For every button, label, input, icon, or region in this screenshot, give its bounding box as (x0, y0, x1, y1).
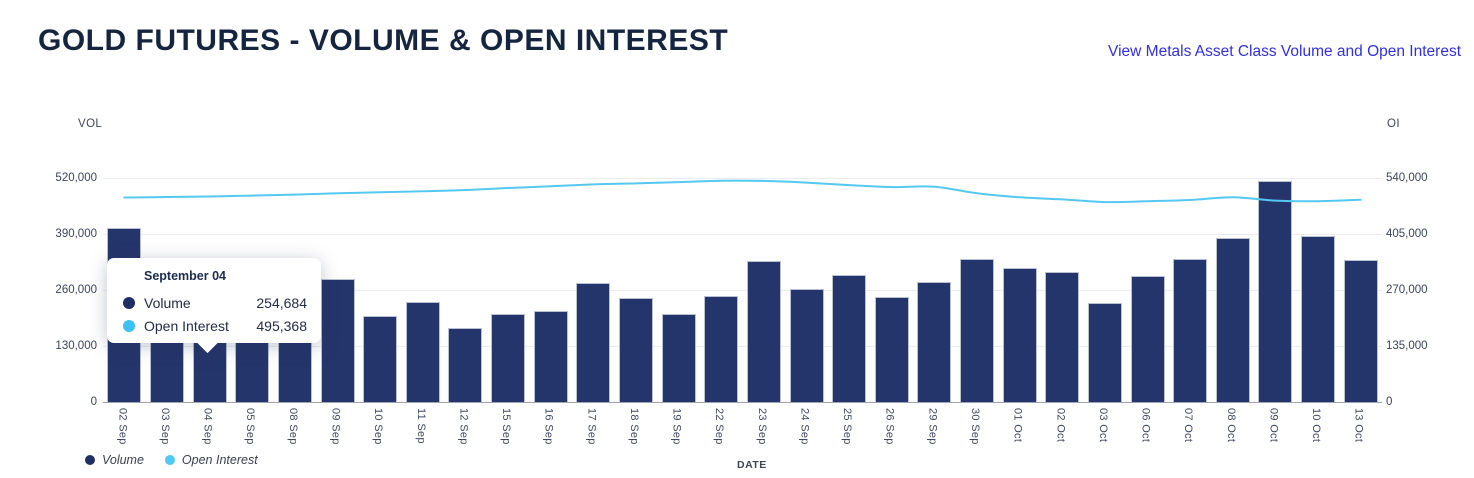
tooltip-title: September 04 (144, 269, 226, 283)
x-axis-label: 13 Oct (1352, 408, 1365, 443)
gridline (103, 178, 1382, 179)
chart-legend: Volume Open Interest (85, 453, 258, 467)
volume-bar[interactable] (1343, 259, 1378, 402)
volume-dot-icon (123, 296, 135, 309)
right-axis-tick: 135,000 (1386, 340, 1428, 352)
right-axis-title: OI (1387, 118, 1400, 130)
x-axis-label: 01 Oct (1011, 408, 1024, 443)
tooltip-open-interest-label: Open Interest (144, 317, 229, 334)
x-axis-label: 24 Sep (798, 408, 811, 445)
x-axis-label: 06 Oct (1139, 408, 1152, 443)
volume-bar[interactable] (1301, 235, 1335, 402)
x-axis-line (103, 402, 1382, 403)
left-axis-tick: 130,000 (55, 340, 97, 352)
gridline (103, 346, 1382, 347)
volume-bar[interactable] (1258, 181, 1293, 402)
x-axis-label: 02 Oct (1054, 408, 1067, 443)
volume-bar[interactable] (1087, 303, 1122, 402)
x-axis-label: 03 Oct (1096, 408, 1109, 443)
x-axis-label: 04 Sep (201, 408, 214, 445)
x-axis-label: 29 Sep (926, 408, 939, 445)
x-axis-label: 23 Sep (755, 408, 768, 445)
open-interest-dot-icon (123, 319, 135, 332)
left-axis-tick: 520,000 (55, 172, 97, 184)
gridline (103, 234, 1382, 235)
right-axis-tick: 540,000 (1386, 172, 1428, 184)
tooltip-row-open-interest: Open Interest 495,368 (123, 314, 307, 337)
tooltip-row-volume: Volume 254,684 (123, 291, 307, 314)
volume-bar[interactable] (576, 283, 611, 402)
left-axis-tick: 0 (90, 396, 97, 408)
x-axis-label: 19 Sep (670, 408, 683, 445)
volume-bar[interactable] (1215, 238, 1250, 402)
legend-item-open-interest[interactable]: Open Interest (164, 453, 258, 467)
volume-bar[interactable] (448, 327, 483, 402)
x-axis-label: 16 Sep (542, 408, 555, 445)
volume-bar[interactable] (789, 289, 824, 402)
x-axis-label: 08 Oct (1224, 408, 1237, 443)
x-axis-label: 10 Oct (1310, 408, 1322, 443)
x-axis-label: 26 Sep (883, 408, 896, 445)
x-axis-label: 09 Sep (329, 408, 342, 445)
left-axis-title: VOL (78, 118, 103, 130)
x-axis-label: 17 Sep (585, 408, 598, 445)
volume-bar[interactable] (661, 314, 696, 402)
volume-legend-dot-icon (85, 455, 95, 465)
x-axis-label: 09 Oct (1267, 408, 1280, 443)
right-axis-tick: 405,000 (1386, 228, 1428, 240)
volume-bar[interactable] (491, 313, 525, 402)
volume-bar[interactable] (1002, 268, 1037, 402)
volume-bar[interactable] (405, 301, 440, 402)
legend-open-interest-label: Open Interest (181, 453, 258, 467)
volume-bar[interactable] (917, 281, 952, 402)
volume-bar[interactable] (1173, 259, 1208, 402)
tooltip-volume-value: 254,684 (256, 294, 307, 311)
x-axis-label: 12 Sep (457, 408, 470, 445)
gridline (103, 290, 1382, 291)
volume-bar[interactable] (874, 296, 909, 402)
metals-asset-class-link[interactable]: View Metals Asset Class Volume and Open … (1108, 43, 1461, 60)
volume-bar[interactable] (832, 274, 867, 402)
volume-bar[interactable] (533, 311, 568, 402)
x-axis-label: 18 Sep (627, 408, 640, 445)
x-axis-label: 10 Sep (372, 408, 385, 445)
tooltip-volume-label: Volume (144, 294, 191, 311)
volume-bar[interactable] (1045, 272, 1080, 402)
open-interest-legend-dot-icon (164, 455, 175, 465)
chart-tooltip: September 04 Volume 254,684 Open Interes… (107, 258, 321, 354)
x-axis-label: 03 Sep (158, 408, 171, 445)
volume-bar[interactable] (746, 260, 781, 402)
tooltip-open-interest-value: 495,368 (256, 317, 307, 334)
volume-bar[interactable] (363, 315, 398, 402)
left-axis-tick: 390,000 (55, 228, 97, 240)
volume-bar[interactable] (618, 297, 653, 402)
legend-item-volume[interactable]: Volume (85, 453, 144, 467)
x-axis-title: DATE (737, 459, 767, 471)
left-axis-tick: 260,000 (55, 284, 97, 296)
x-axis-label: 07 Oct (1182, 408, 1195, 443)
right-axis-tick: 0 (1386, 396, 1393, 408)
volume-bar[interactable] (704, 295, 739, 402)
volume-bar[interactable] (320, 279, 355, 402)
volume-bar[interactable] (960, 259, 994, 402)
page-title: GOLD FUTURES - VOLUME & OPEN INTEREST (38, 24, 729, 57)
x-axis-label: 22 Sep (713, 408, 726, 445)
volume-bar[interactable] (1130, 276, 1165, 402)
x-axis-label: 02 Sep (116, 408, 129, 445)
x-axis-label: 05 Sep (244, 408, 257, 445)
x-axis-label: 08 Sep (286, 408, 299, 445)
legend-volume-label: Volume (102, 453, 144, 467)
right-axis-tick: 270,000 (1386, 284, 1428, 296)
x-axis-label: 15 Sep (500, 408, 512, 445)
x-axis-label: 25 Sep (841, 408, 854, 445)
x-axis-label: 11 Sep (414, 408, 427, 444)
x-axis-label: 30 Sep (969, 408, 981, 445)
